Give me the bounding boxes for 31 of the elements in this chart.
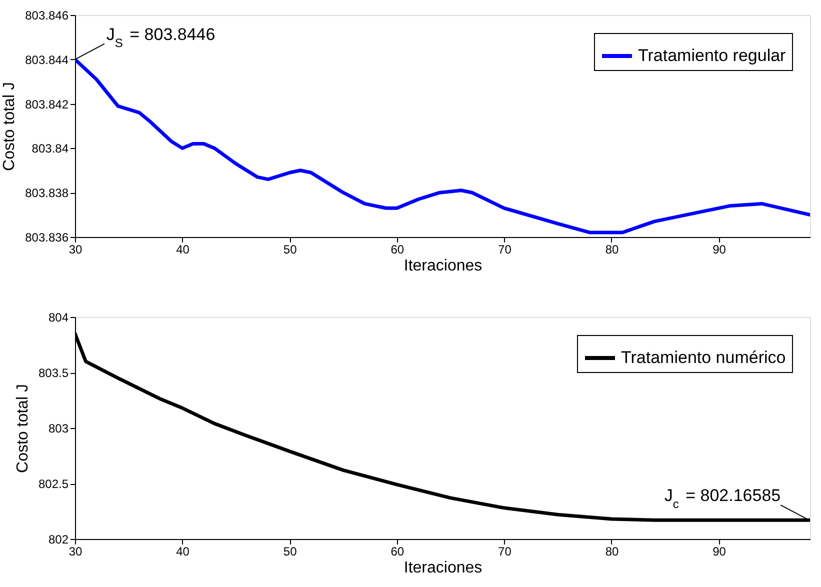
- y-tick-label: 803.846: [25, 8, 69, 22]
- x-tick-label: 50: [283, 242, 298, 256]
- y-axis-title: Costo total J: [14, 384, 32, 473]
- y-tick-label: 803.5: [38, 366, 69, 380]
- x-tick-label: 40: [176, 242, 190, 256]
- y-tick-label: 802.5: [38, 477, 69, 491]
- y-tick-label: 803.84: [32, 142, 69, 156]
- x-tick-label: 90: [712, 544, 726, 558]
- y-tick-label: 803.838: [25, 186, 69, 200]
- x-tick-label: 70: [498, 544, 512, 558]
- legend-label: Tratamiento numérico: [621, 348, 786, 367]
- x-axis-title: Iteraciones: [404, 560, 482, 576]
- x-tick-label: 30: [68, 242, 82, 256]
- x-tick-label: 80: [605, 242, 619, 256]
- x-tick-label: 60: [390, 544, 404, 558]
- x-axis-title: Iteraciones: [404, 258, 482, 274]
- x-tick-label: 90: [712, 242, 726, 256]
- y-tick-label: 804: [48, 310, 69, 324]
- x-tick-label: 60: [390, 242, 404, 256]
- x-tick-label: 40: [176, 544, 190, 558]
- y-tick-label: 803.844: [25, 52, 69, 67]
- legend-label: Tratamiento regular: [638, 46, 786, 65]
- y-tick-label: 803.842: [25, 97, 69, 112]
- x-tick-label: 80: [605, 544, 619, 558]
- x-tick-label: 70: [498, 242, 512, 256]
- y-tick-label: 803.836: [25, 230, 69, 244]
- y-tick-label: 803: [48, 422, 69, 436]
- x-tick-label: 30: [68, 544, 82, 558]
- x-tick-label: 50: [283, 544, 298, 558]
- y-axis-title: Costo total J: [1, 82, 18, 171]
- y-tick-label: 802: [48, 532, 69, 546]
